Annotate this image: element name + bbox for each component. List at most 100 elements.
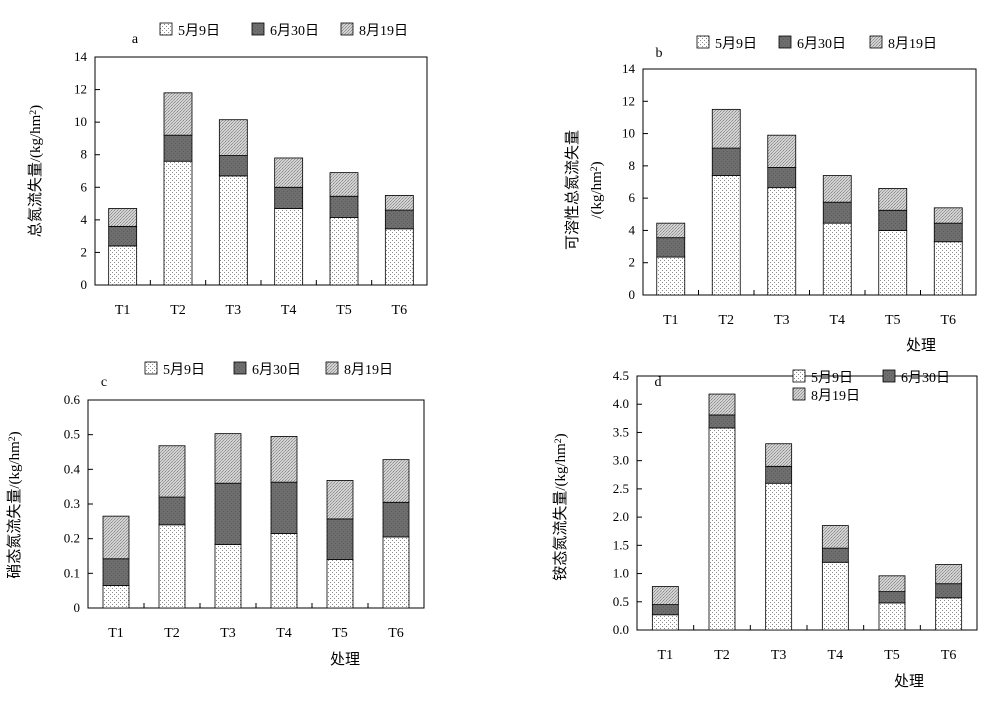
y-tick-label: 0.6 bbox=[64, 392, 81, 407]
y-tick-label: 1.5 bbox=[613, 537, 629, 552]
chart-panel-c: 0 0.1 0.2 0.3 0.4 0.5 0.6 T1 T2 T3 T4 T5 T6 c 硝态氮流失量/(… bbox=[6, 361, 425, 668]
y-tick-label: 0.1 bbox=[64, 565, 80, 580]
superscript-2: 2 bbox=[589, 166, 600, 171]
legend-label: 6月30日 bbox=[252, 362, 301, 378]
y-tick-label: 6 bbox=[81, 179, 88, 194]
bar-T3-series-3 bbox=[214, 433, 242, 484]
x-tick-label: T4 bbox=[276, 626, 292, 641]
x-tick-label: T3 bbox=[774, 313, 790, 328]
y-tick-label: 0 bbox=[629, 287, 636, 302]
plot-frame bbox=[94, 56, 428, 286]
x-tick-label: T3 bbox=[226, 303, 242, 318]
panel-label: b bbox=[656, 46, 663, 61]
bar-T1-series-1 bbox=[108, 245, 138, 286]
y-tick-label: 2.0 bbox=[613, 509, 629, 524]
bar-T4-series-2 bbox=[821, 547, 849, 563]
y-axis-title-line2: /(kg/hm2) bbox=[589, 161, 605, 218]
bar-T6-series-2 bbox=[933, 222, 963, 243]
bar-T4-series-1 bbox=[821, 561, 849, 631]
chart-panel-d: 0.0 0.5 1.0 1.5 2.0 2.5 3.0 3.5 4.0 4.5 T1 T2 T3 T4 T5… bbox=[552, 368, 978, 690]
bar-T4-series-1 bbox=[270, 533, 298, 609]
y-tick-label: 3.0 bbox=[613, 453, 629, 468]
x-tick-label: T4 bbox=[281, 303, 297, 318]
bar-T6-series-3 bbox=[382, 459, 410, 503]
bar-T1-series-1 bbox=[651, 614, 679, 631]
bar-T2-series-2 bbox=[708, 414, 736, 429]
x-tick-label: T2 bbox=[714, 648, 730, 663]
plot-frame bbox=[636, 375, 978, 631]
bar-T4-series-3 bbox=[821, 525, 849, 549]
y-tick-label: 14 bbox=[622, 61, 636, 76]
bar-T4-series-3 bbox=[270, 435, 298, 483]
bar-T1-series-1 bbox=[102, 585, 130, 609]
legend-swatch bbox=[325, 361, 339, 375]
x-tick-label: T3 bbox=[220, 626, 236, 641]
x-tick-label: T1 bbox=[658, 648, 674, 663]
bar-T3-series-2 bbox=[767, 167, 797, 189]
bar-T4-series-2 bbox=[270, 481, 298, 534]
y-tick-label: 8 bbox=[629, 158, 636, 173]
x-tick-label: T5 bbox=[885, 313, 901, 328]
legend-label: 8月19日 bbox=[888, 36, 937, 52]
bar-T5-series-3 bbox=[878, 575, 906, 593]
bar-T4-series-2 bbox=[274, 186, 304, 209]
panel-label: a bbox=[132, 32, 139, 47]
y-tick-label: 0.2 bbox=[64, 531, 80, 546]
bar-T2-series-3 bbox=[708, 393, 736, 416]
y-axis-title: 硝态氮流失量/(kg/hm2) bbox=[6, 431, 23, 578]
legend-label: 5月9日 bbox=[715, 36, 757, 52]
bar-T1-series-2 bbox=[651, 604, 679, 616]
superscript-2: 2 bbox=[7, 436, 18, 441]
y-tick-label: 3.5 bbox=[613, 424, 629, 439]
legend-label: 5月9日 bbox=[163, 362, 205, 378]
bar-T6-series-1 bbox=[382, 536, 410, 609]
bar-T2-series-3 bbox=[163, 92, 193, 136]
bar-T3-series-1 bbox=[767, 187, 797, 296]
bar-T4-series-3 bbox=[822, 175, 852, 203]
bar-T4-series-1 bbox=[822, 222, 852, 296]
bar-T1-series-3 bbox=[108, 208, 138, 227]
y-axis-title: 铵态氮流失量/(kg/hm2) bbox=[552, 433, 569, 580]
superscript-2: 2 bbox=[553, 438, 564, 443]
legend-label: 8月19日 bbox=[344, 362, 393, 378]
y-tick-label: 12 bbox=[74, 82, 87, 97]
x-tick-label: T6 bbox=[388, 626, 404, 641]
x-tick-label: T6 bbox=[940, 313, 956, 328]
x-axis-title: 处理 bbox=[894, 673, 924, 690]
y-tick-label: 4 bbox=[629, 222, 636, 237]
y-tick-label: 10 bbox=[622, 126, 635, 141]
y-tick-label: 2.5 bbox=[613, 481, 629, 496]
bar-T5-series-1 bbox=[878, 602, 906, 631]
legend-swatch bbox=[792, 369, 806, 383]
bar-T2-series-2 bbox=[158, 496, 186, 526]
legend-label: 6月30日 bbox=[270, 23, 319, 39]
y-tick-label: 0.5 bbox=[613, 594, 629, 609]
bar-T1-series-3 bbox=[656, 222, 686, 239]
y-axis-title: 总氮流失量/(kg/hm2) bbox=[27, 105, 44, 237]
bar-T5-series-2 bbox=[878, 591, 906, 604]
bar-T2-series-3 bbox=[158, 445, 186, 498]
bar-T1-series-3 bbox=[102, 515, 130, 560]
x-axis-title: 处理 bbox=[906, 337, 936, 354]
x-tick-label: T2 bbox=[718, 313, 734, 328]
x-tick-label: T4 bbox=[828, 648, 844, 663]
bar-T6-series-1 bbox=[935, 597, 963, 631]
y-tick-label: 0 bbox=[74, 600, 81, 615]
y-tick-label: 4 bbox=[81, 212, 88, 227]
y-tick-label: 4.5 bbox=[613, 368, 629, 383]
chart-panel-b: 0 2 4 6 8 10 12 14 T1 T2 T3 T4 T5 T6 b 可溶性总氮流失量 /(kg/hm2… bbox=[564, 35, 977, 354]
x-tick-label: T6 bbox=[392, 303, 408, 318]
x-tick-label: T2 bbox=[170, 303, 186, 318]
bar-T2-series-1 bbox=[708, 427, 736, 631]
x-tick-label: T1 bbox=[108, 626, 124, 641]
bar-T1-series-2 bbox=[108, 225, 138, 247]
y-tick-label: 6 bbox=[629, 190, 636, 205]
bar-T1-series-3 bbox=[651, 586, 679, 606]
x-tick-label: T5 bbox=[884, 648, 900, 663]
y-tick-label: 0.0 bbox=[613, 622, 629, 637]
legend-label: 5月9日 bbox=[811, 370, 853, 386]
bar-T3-series-2 bbox=[214, 482, 242, 545]
bar-T3-series-1 bbox=[765, 482, 793, 631]
bar-T1-series-2 bbox=[656, 237, 686, 258]
